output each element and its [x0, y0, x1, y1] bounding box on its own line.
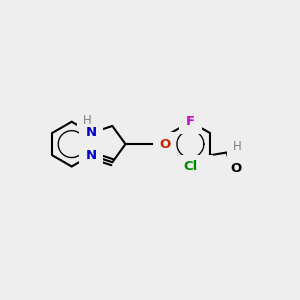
Text: Cl: Cl: [183, 160, 197, 173]
Text: O: O: [230, 162, 241, 175]
Text: H: H: [233, 140, 242, 153]
Text: N: N: [85, 126, 97, 140]
FancyBboxPatch shape: [224, 157, 247, 181]
FancyBboxPatch shape: [153, 132, 176, 156]
FancyBboxPatch shape: [178, 110, 202, 134]
FancyBboxPatch shape: [79, 143, 103, 167]
FancyBboxPatch shape: [79, 121, 103, 145]
Text: N: N: [85, 149, 97, 162]
Text: H: H: [83, 114, 92, 127]
FancyBboxPatch shape: [77, 110, 98, 131]
FancyBboxPatch shape: [167, 155, 213, 178]
Text: O: O: [159, 138, 170, 151]
Text: F: F: [186, 115, 195, 128]
FancyBboxPatch shape: [227, 136, 248, 157]
